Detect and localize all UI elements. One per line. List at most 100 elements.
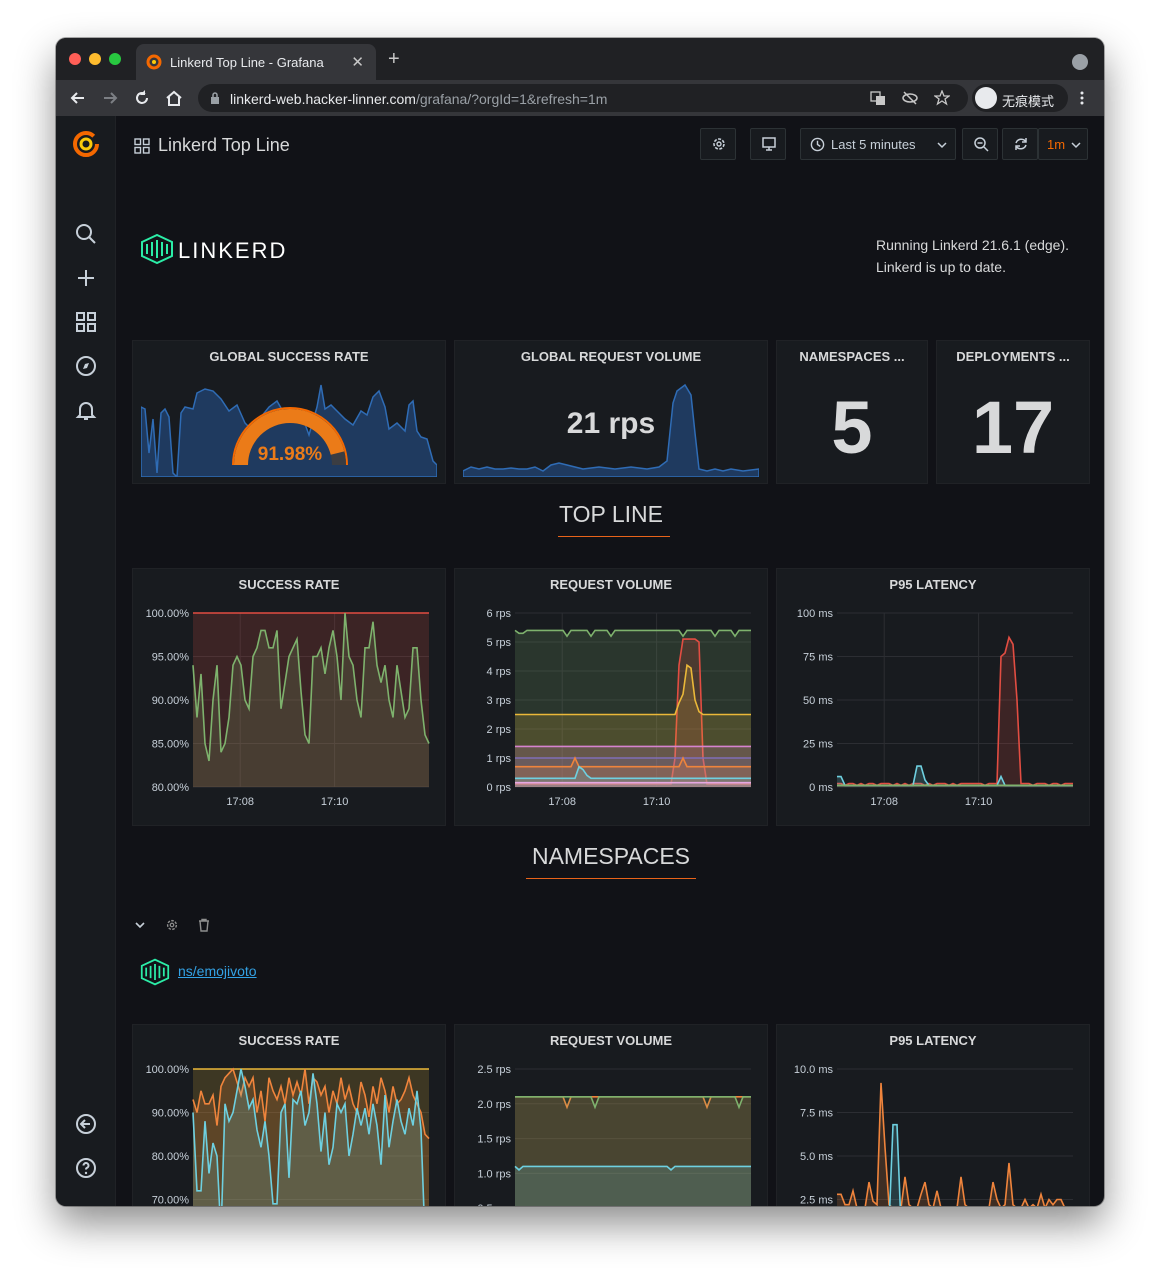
browser-window: Linkerd Top Line - Grafana ✕ + linkerd-w…: [56, 38, 1104, 1206]
home-icon[interactable]: [164, 88, 184, 108]
alerting-bell-icon[interactable]: [74, 398, 98, 422]
refresh-interval-picker[interactable]: 1m: [1038, 128, 1088, 160]
grafana-logo-icon[interactable]: [70, 128, 102, 160]
ns-p95-latency-graph-panel[interactable]: P95 LATENCY 10.0 ms 7.5 ms 5.0 ms 2.5 ms 0 m…: [776, 1024, 1090, 1206]
grafana-sidebar: [56, 116, 116, 1206]
ns-success-rate-chart: 100.00%90.00%80.00%70.00%60.00%: [146, 1064, 430, 1207]
explore-compass-icon[interactable]: [74, 354, 98, 378]
address-bar[interactable]: linkerd-web.hacker-linner.com/grafana/?o…: [198, 84, 968, 112]
p95-latency-graph-panel[interactable]: P95 LATENCY 100 ms 75 ms 50 ms 25 ms 0 ms 17:…: [776, 568, 1090, 826]
deployments-count-panel[interactable]: DEPLOYMENTS ... 17: [936, 340, 1090, 484]
eye-off-icon[interactable]: [902, 90, 918, 106]
incognito-badge[interactable]: 无痕模式: [972, 84, 1068, 112]
refresh-icon: [1015, 138, 1027, 150]
refresh-button[interactable]: [1002, 128, 1038, 160]
browser-tab[interactable]: Linkerd Top Line - Grafana ✕: [136, 44, 376, 80]
new-tab-button[interactable]: +: [388, 48, 400, 70]
series-area: [837, 1082, 1064, 1206]
series-line: [837, 1082, 1065, 1206]
y-tick-label: 100.00%: [146, 1064, 190, 1076]
panel-title: P95 LATENCY: [889, 577, 977, 592]
tab-close-icon[interactable]: ✕: [351, 54, 364, 71]
panel-title: SUCCESS RATE: [238, 1033, 340, 1048]
dashboard-title[interactable]: Linkerd Top Line: [158, 135, 290, 155]
time-range-picker[interactable]: Last 5 minutes: [800, 128, 956, 160]
collapse-chevron-icon[interactable]: [134, 919, 146, 931]
y-tick-label: 25 ms: [803, 739, 833, 751]
request-volume-graph-panel[interactable]: REQUEST VOLUME 6 rps 5 rps 4 rps 3 rps 2 rps…: [454, 568, 768, 826]
back-icon[interactable]: [68, 88, 88, 108]
close-window-button[interactable]: [69, 53, 81, 65]
gear-icon: [713, 138, 725, 150]
series-line: [192, 612, 430, 762]
forward-icon[interactable]: [100, 88, 120, 108]
dashboard-settings-button[interactable]: [700, 128, 736, 160]
help-icon[interactable]: [74, 1156, 98, 1180]
request-volume-chart: 6 rps 5 rps 4 rps 3 rps 2 rps 1 rps 0 rps 17:08…: [487, 608, 751, 808]
browser-menu-icon[interactable]: [1074, 90, 1090, 106]
panel-title: NAMESPACES ...: [799, 349, 905, 364]
sign-out-icon[interactable]: [74, 1112, 98, 1136]
zoom-out-button[interactable]: [962, 128, 998, 160]
global-success-rate-panel[interactable]: GLOBAL SUCCESS RATE 91.98%: [132, 340, 446, 484]
tab-strip: Linkerd Top Line - Grafana ✕ +: [56, 38, 1104, 80]
zoom-out-icon: [974, 137, 989, 152]
trash-icon[interactable]: [197, 918, 211, 932]
version-status: Running Linkerd 21.6.1 (edge). Linkerd i…: [876, 234, 1069, 278]
tv-mode-button[interactable]: [750, 128, 786, 160]
series-line: [515, 765, 751, 780]
gauge-fill: [234, 409, 346, 466]
series-line: [888, 1123, 902, 1206]
series-line: [515, 756, 751, 768]
y-tick-label: 3 rps: [487, 695, 512, 707]
series-line: [514, 1165, 751, 1171]
namespaces-count-panel[interactable]: NAMESPACES ... 5: [776, 340, 928, 484]
y-tick-label: 2.5 rps: [477, 1064, 511, 1076]
reload-icon[interactable]: [132, 88, 152, 108]
y-tick-label: 2 rps: [487, 724, 512, 736]
y-tick-label: 70.00%: [152, 1195, 190, 1207]
y-tick-label: 100 ms: [797, 608, 834, 620]
tab-search-icon[interactable]: [1072, 54, 1088, 70]
y-tick-label: 2.5 ms: [800, 1195, 834, 1207]
x-tick-label: 17:08: [226, 796, 254, 808]
y-tick-label: 85.00%: [152, 739, 190, 751]
panel-title: REQUEST VOLUME: [549, 1033, 673, 1048]
search-icon[interactable]: [74, 222, 98, 246]
success-rate-chart: 100.00% 95.00% 90.00% 85.00% 80.00% 17:08 17:1…: [146, 608, 430, 808]
y-tick-label: 7.5 ms: [800, 1108, 834, 1120]
row-settings-gear-icon[interactable]: [165, 918, 179, 932]
translate-icon[interactable]: [870, 90, 886, 106]
global-request-volume-panel[interactable]: GLOBAL REQUEST VOLUME 21 rps: [454, 340, 768, 484]
dashboards-icon[interactable]: [74, 310, 98, 334]
series-line: [514, 629, 751, 638]
monitor-icon: [762, 137, 776, 151]
minimize-window-button[interactable]: [89, 53, 101, 65]
ns-request-volume-graph-panel[interactable]: REQUEST VOLUME 2.5 rps 2.0 rps 1.5 rps 1.0 …: [454, 1024, 768, 1206]
series-line: [192, 1068, 425, 1206]
series-line: [837, 635, 1073, 787]
browser-toolbar: linkerd-web.hacker-linner.com/grafana/?o…: [56, 80, 1104, 116]
create-plus-icon[interactable]: [74, 266, 98, 290]
y-tick-label: 6 rps: [487, 608, 512, 620]
row-title-top-line: TOP LINE: [559, 501, 663, 527]
y-tick-label: 4 rps: [487, 666, 512, 678]
chevron-down-icon: [937, 142, 947, 149]
y-tick-label: 1 rps: [487, 753, 512, 765]
grafana-favicon-icon: [146, 54, 162, 70]
x-tick-label: 17:10: [965, 796, 993, 808]
namespace-link[interactable]: ns/emojivoto: [178, 963, 257, 979]
x-tick-label: 17:10: [643, 796, 671, 808]
zoom-window-button[interactable]: [109, 53, 121, 65]
linkerd-logo-text: LINKERD: [178, 238, 288, 263]
success-rate-graph-panel[interactable]: SUCCESS RATE 100.00% 95.00% 90.00% 85.00% 80…: [132, 568, 446, 826]
chevron-down-icon: [1071, 142, 1081, 149]
series-line: [515, 663, 751, 716]
ns-success-rate-graph-panel[interactable]: SUCCESS RATE 100.00% 90.00% 80.00% 70.00% 60…: [132, 1024, 446, 1206]
version-line: Running Linkerd 21.6.1 (edge).: [876, 237, 1070, 253]
series-area: [515, 758, 751, 787]
bookmark-star-icon[interactable]: [934, 90, 950, 106]
lock-icon: [211, 92, 219, 104]
incognito-label: 无痕模式: [1002, 94, 1055, 109]
